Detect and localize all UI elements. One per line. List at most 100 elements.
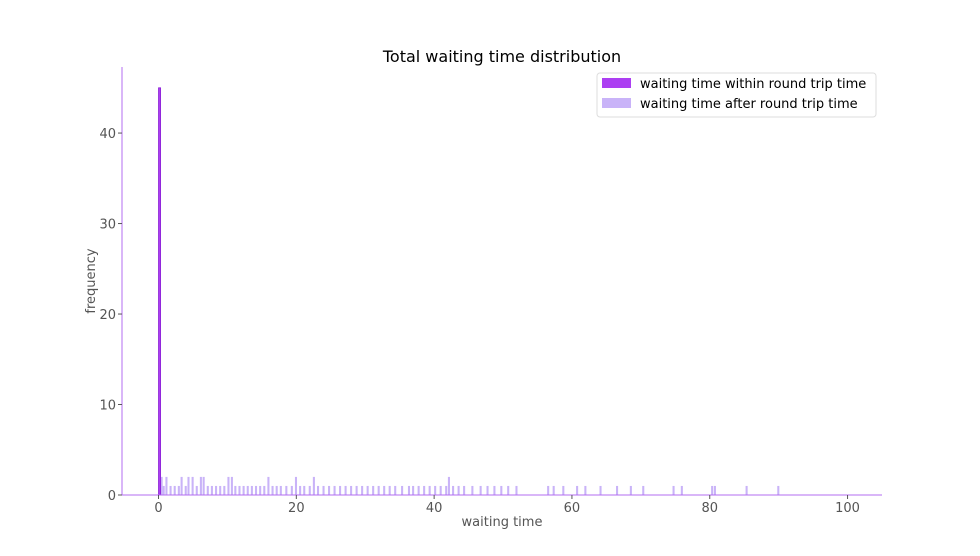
bar-after-38 <box>312 476 315 495</box>
legend-swatch-after <box>602 98 631 108</box>
bar-after-13 <box>206 485 209 495</box>
bar-after-69 <box>486 485 489 495</box>
bar-after-80 <box>616 485 619 495</box>
bar-after-8 <box>187 476 190 495</box>
bar-after-70 <box>493 485 496 495</box>
bar-after-74 <box>547 485 550 495</box>
bar-after-30 <box>275 485 278 495</box>
bar-after-10 <box>195 485 198 495</box>
bar-after-42 <box>333 485 336 495</box>
bar-after-25 <box>254 485 258 495</box>
x-tick-label-0: 0 <box>154 501 162 516</box>
bar-after-68 <box>479 485 482 495</box>
legend: waiting time within round trip time wait… <box>596 72 877 118</box>
bar-after-6 <box>180 476 183 495</box>
bar-after-57 <box>417 485 420 495</box>
y-tick-label-10: 10 <box>99 399 116 414</box>
bar-after-28 <box>267 476 270 495</box>
bar-after-62 <box>445 485 448 495</box>
bar-after-23 <box>246 485 249 495</box>
y-tick-label-30: 30 <box>99 218 116 233</box>
bar-after-64 <box>452 485 455 495</box>
legend-frame <box>596 72 877 118</box>
bar-after-55 <box>407 485 411 495</box>
bar-after-79 <box>599 485 602 495</box>
x-tick-label-80: 80 <box>701 501 718 516</box>
bar-after-0 <box>160 476 163 495</box>
bar-after-17 <box>223 485 226 495</box>
bar-within-0 <box>158 87 161 496</box>
bar-after-83 <box>672 485 675 495</box>
bar-after-66 <box>463 485 466 495</box>
y-tick-label-40: 40 <box>99 127 116 142</box>
bar-after-36 <box>303 485 306 495</box>
bar-after-59 <box>428 485 431 495</box>
bar-after-76 <box>562 485 565 495</box>
bar-after-41 <box>328 485 331 495</box>
bar-after-71 <box>500 485 503 495</box>
bar-after-49 <box>372 485 375 495</box>
y-tick-label-20: 20 <box>99 308 116 323</box>
bar-after-44 <box>344 485 347 495</box>
bar-after-29 <box>271 485 274 495</box>
bar-after-45 <box>350 485 353 495</box>
x-tick-label-40: 40 <box>426 501 443 516</box>
legend-label-within: waiting time within round trip time <box>640 77 866 92</box>
bar-after-27 <box>263 485 266 495</box>
bar-after-52 <box>388 485 391 495</box>
bar-after-75 <box>552 485 555 495</box>
legend-swatch-within <box>602 78 631 88</box>
bar-after-1 <box>162 485 165 495</box>
bar-after-21 <box>238 485 241 495</box>
bar-after-87 <box>745 485 748 495</box>
bar-after-81 <box>629 485 632 495</box>
bar-after-82 <box>642 485 645 495</box>
legend-label-after: waiting time after round trip time <box>640 97 858 112</box>
bar-after-12 <box>202 476 205 495</box>
x-tick-label-100: 100 <box>835 501 860 516</box>
bar-after-20 <box>234 485 237 495</box>
bar-after-4 <box>173 485 176 495</box>
series-after-round-trip <box>160 476 780 495</box>
bar-after-37 <box>308 485 311 495</box>
bar-after-35 <box>299 485 302 495</box>
bar-after-14 <box>210 485 213 495</box>
bar-after-39 <box>317 485 320 495</box>
bar-after-22 <box>242 485 245 495</box>
y-axis-label: frequency <box>84 248 99 314</box>
ticks: 0 20 40 60 80 100 0 10 20 30 40 <box>99 127 860 516</box>
bar-after-67 <box>471 485 474 495</box>
bar-after-84 <box>680 485 683 495</box>
bar-after-19 <box>230 476 233 495</box>
bar-after-9 <box>191 476 194 495</box>
axes <box>121 67 882 496</box>
bar-after-32 <box>285 485 288 495</box>
bar-after-18 <box>227 476 230 495</box>
bar-after-61 <box>439 485 442 495</box>
x-tick-label-20: 20 <box>288 501 305 516</box>
bar-after-2 <box>165 476 168 495</box>
bar-after-15 <box>215 485 218 495</box>
bar-after-58 <box>423 485 426 495</box>
bar-after-47 <box>361 485 364 495</box>
bar-after-16 <box>219 485 222 495</box>
bar-after-77 <box>576 485 579 495</box>
bar-after-88 <box>777 485 780 495</box>
x-tick-label-60: 60 <box>564 501 581 516</box>
bar-after-56 <box>412 485 415 495</box>
bar-after-78 <box>584 485 587 495</box>
bar-after-46 <box>355 485 358 495</box>
y-tick-label-0: 0 <box>108 489 116 504</box>
bar-after-43 <box>339 485 342 495</box>
bar-after-73 <box>515 485 518 495</box>
bar-after-40 <box>322 485 325 495</box>
bar-after-60 <box>434 485 437 495</box>
bar-after-48 <box>366 485 369 495</box>
bar-after-31 <box>279 485 282 495</box>
bar-after-86 <box>713 485 716 495</box>
bar-after-63 <box>447 476 450 495</box>
bar-after-3 <box>169 485 172 495</box>
bar-after-5 <box>177 485 180 495</box>
bar-after-34 <box>294 476 298 495</box>
